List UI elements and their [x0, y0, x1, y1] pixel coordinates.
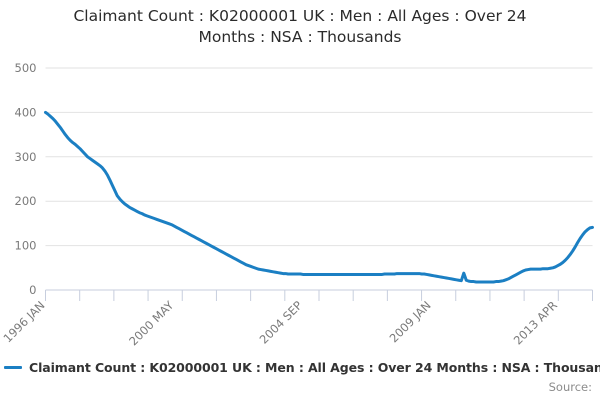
x-tick-label: 2000 MAY [126, 298, 177, 349]
legend-line-marker [4, 365, 22, 369]
y-tick-label: 400 [15, 105, 37, 119]
y-tick-label: 300 [15, 150, 37, 164]
series-line [44, 110, 594, 284]
y-tick-label: 200 [15, 194, 37, 208]
y-tick-label: 500 [15, 61, 37, 75]
chart-plot-area: 0 100 200 300 400 500 1996 JAN 2000 MAY 2004 SE… [1, 61, 594, 349]
data-series-group [44, 110, 594, 284]
x-axis-tick-labels: 1996 JAN 2000 MAY 2004 SEP 2009 JAN 2013 APR [1, 298, 560, 349]
legend-label: Claimant Count : K02000001 UK : Men : Al… [29, 359, 600, 375]
x-tick-label: 1996 JAN [1, 298, 48, 345]
x-tick-label: 2013 APR [511, 298, 560, 347]
x-tick-label: 2009 JAN [387, 298, 434, 345]
y-tick-label: 100 [15, 239, 37, 253]
chart-legend[interactable]: Claimant Count : K02000001 UK : Men : Al… [4, 358, 600, 376]
chart-title: Claimant Count : K02000001 UK : Men : Al… [73, 7, 527, 46]
y-tick-label: 0 [29, 283, 36, 297]
y-axis-tick-labels: 0 100 200 300 400 500 [15, 61, 37, 297]
gridlines-group [45, 67, 593, 247]
x-axis [45, 289, 593, 301]
x-tick-label: 2004 SEP [257, 298, 305, 346]
source-label: Source: [548, 380, 592, 394]
